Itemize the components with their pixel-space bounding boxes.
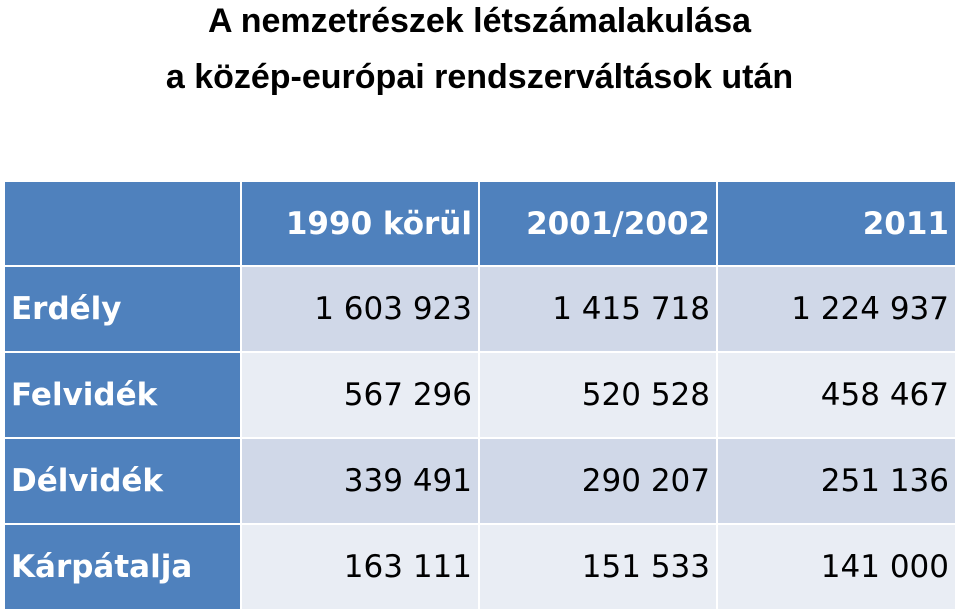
table-cell: 1 603 923 bbox=[242, 267, 478, 351]
table-cell: 290 207 bbox=[480, 439, 716, 523]
row-label: Felvidék bbox=[5, 353, 240, 437]
title-line: a közép-európai rendszerváltások után bbox=[165, 58, 794, 96]
table-cell: 567 296 bbox=[242, 353, 478, 437]
table: 1990 körül 2001/2002 2011 Erdély 1 603 923 1 … bbox=[5, 182, 955, 611]
row-label: Erdély bbox=[5, 267, 240, 351]
corner-cell bbox=[5, 182, 240, 265]
table-cell: 141 000 bbox=[718, 525, 955, 609]
column-header: 1990 körül bbox=[242, 182, 478, 265]
title-line: A nemzetrészek létszámalakulása bbox=[207, 2, 752, 40]
table-cell: 520 528 bbox=[480, 353, 716, 437]
table-cell: 163 111 bbox=[242, 525, 478, 609]
table-cell: 458 467 bbox=[718, 353, 955, 437]
table-cell: 151 533 bbox=[480, 525, 716, 609]
table-cell: 339 491 bbox=[242, 439, 478, 523]
column-header: 2011 bbox=[718, 182, 955, 265]
row-label: Délvidék bbox=[5, 439, 240, 523]
row-label: Kárpátalja bbox=[5, 525, 240, 609]
column-header: 2001/2002 bbox=[480, 182, 716, 265]
table-cell: 1 224 937 bbox=[718, 267, 955, 351]
table-cell: 1 415 718 bbox=[480, 267, 716, 351]
table-cell: 251 136 bbox=[718, 439, 955, 523]
